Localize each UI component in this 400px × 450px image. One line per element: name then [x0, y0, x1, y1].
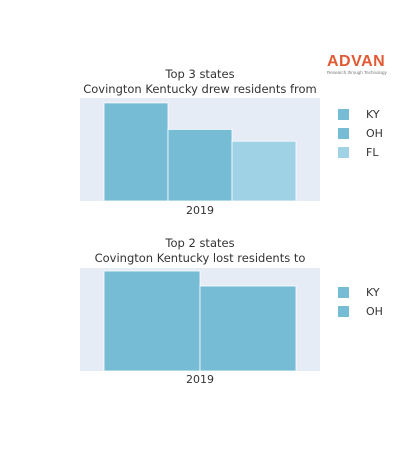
chart-2-bar-ky [103, 270, 201, 372]
chart-1-subtitle: Covington Kentucky drew residents from [83, 82, 317, 96]
legend-label: KY [366, 286, 380, 299]
legend-swatch [338, 287, 349, 298]
legend-swatch [338, 147, 349, 158]
chart-1-bar-fl [231, 140, 297, 202]
chart-1-title: Top 3 states [165, 67, 235, 81]
chart-1-bar-oh [167, 128, 233, 202]
chart-2-tick-label: 2019 [186, 373, 214, 386]
chart-2-bar-oh [199, 285, 297, 372]
legend-swatch [338, 109, 349, 120]
legend-swatch [338, 306, 349, 317]
legend-label: OH [366, 305, 383, 318]
advan-logo: ADVAN Research through Technology [327, 54, 397, 78]
chart-2-subtitle: Covington Kentucky lost residents to [94, 251, 306, 265]
chart-2-title: Top 2 states [165, 236, 235, 250]
legend-label: KY [366, 108, 380, 121]
logo-tagline: Research through Technology [327, 70, 387, 75]
logo-wordmark: ADVAN [327, 53, 386, 70]
legend-label: FL [366, 146, 379, 159]
chart-1-bar-ky [103, 102, 169, 202]
legend-label: OH [366, 127, 383, 140]
legend-swatch [338, 128, 349, 139]
chart-1-tick-label: 2019 [186, 204, 214, 217]
